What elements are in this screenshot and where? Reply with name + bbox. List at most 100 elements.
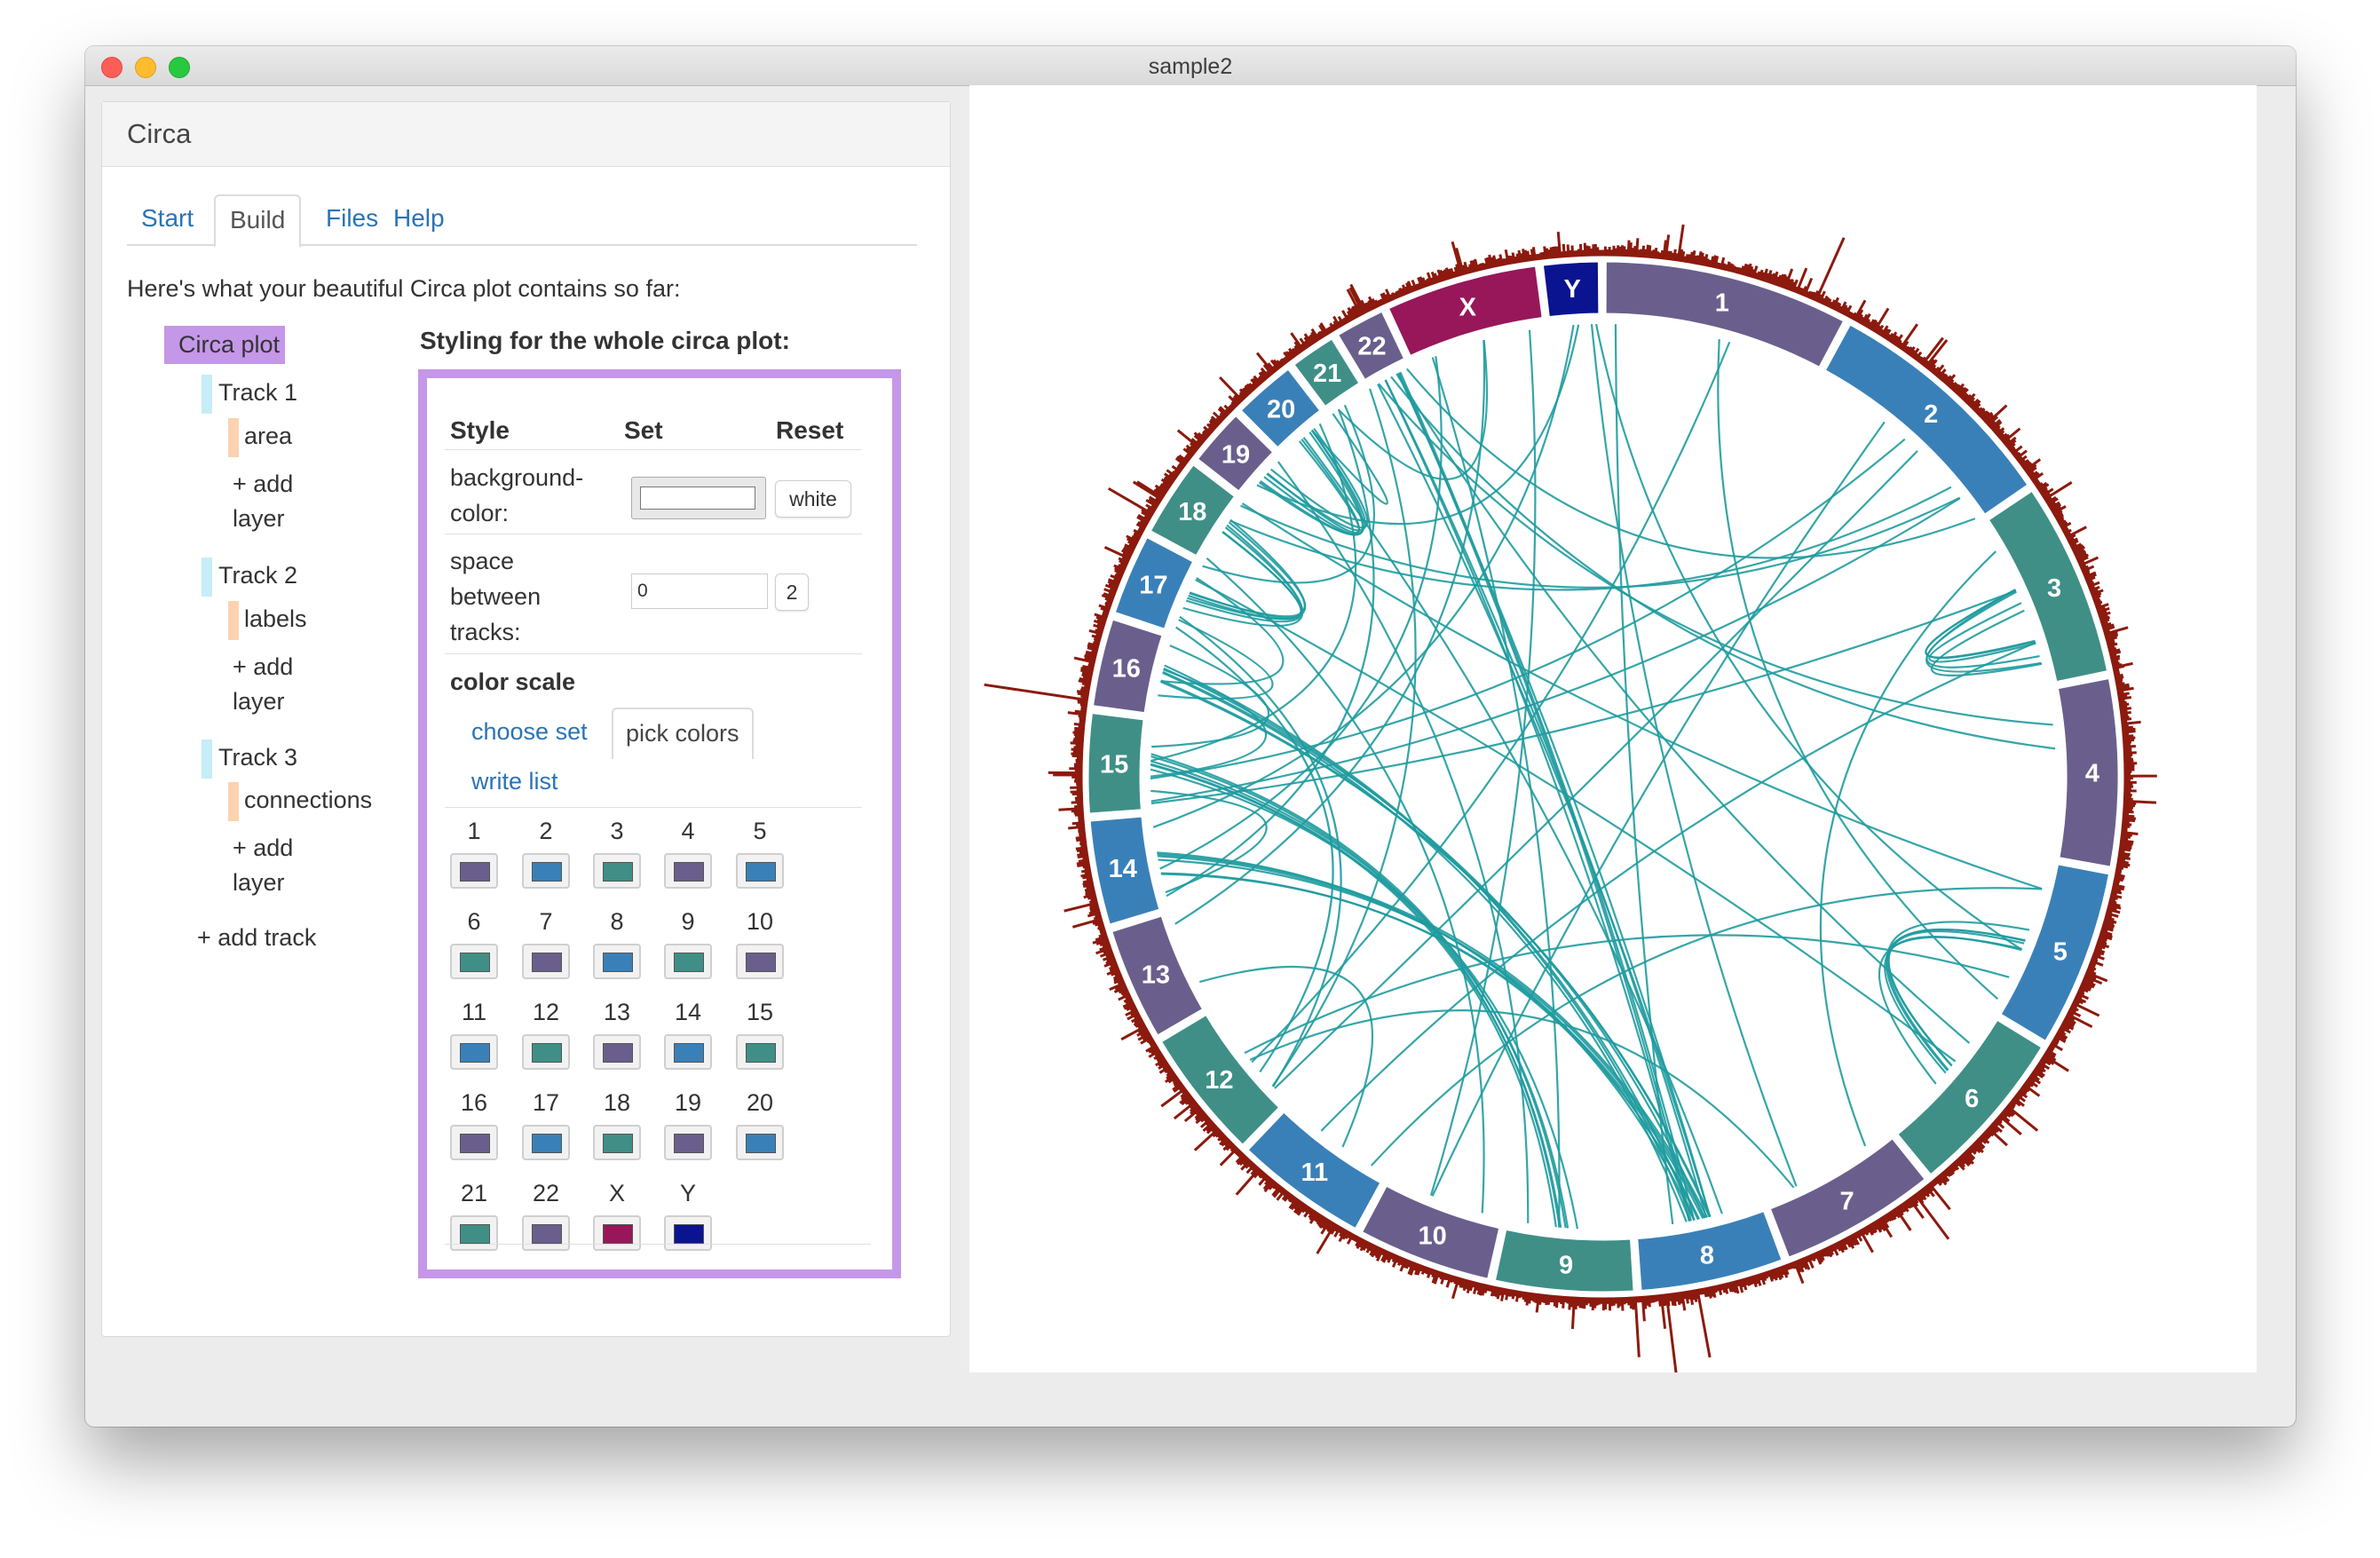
area-bar	[1806, 290, 1810, 296]
area-bar	[2119, 685, 2131, 691]
area-bar	[1185, 447, 1193, 454]
add-layer-2-line1[interactable]: + add	[233, 653, 294, 680]
chromosome-segment-19	[1195, 413, 1276, 494]
space-between-tracks-input[interactable]: 0	[631, 573, 768, 609]
area-bar	[1490, 257, 1495, 265]
area-bar	[1728, 263, 1733, 269]
connection-link	[1925, 589, 2036, 660]
area-bar	[1431, 1271, 1435, 1278]
area-bar	[1219, 412, 1225, 417]
area-bar	[1113, 564, 1123, 571]
area-bar	[1125, 1000, 1131, 1005]
color-swatch-X[interactable]	[593, 1215, 641, 1251]
color-swatch-8[interactable]	[593, 944, 641, 979]
color-swatch-14[interactable]	[664, 1034, 712, 1070]
tree-track-1[interactable]: Track 1	[218, 379, 298, 406]
add-layer-2-line2[interactable]: layer	[233, 688, 285, 715]
area-bar	[1867, 320, 1872, 326]
tree-layer-labels[interactable]: labels	[244, 605, 307, 632]
area-bar	[1495, 258, 1499, 265]
tree-track-2[interactable]: Track 2	[218, 562, 298, 589]
color-swatch-2[interactable]	[522, 853, 570, 889]
add-layer-1-line1[interactable]: + add	[233, 471, 294, 497]
area-bar	[1145, 503, 1154, 510]
area-bar	[1479, 1285, 1484, 1296]
color-swatch-19[interactable]	[664, 1125, 712, 1160]
color-swatch-20[interactable]	[736, 1125, 784, 1160]
area-bar	[1076, 690, 1087, 694]
color-swatch-9[interactable]	[664, 944, 712, 979]
color-swatch-10[interactable]	[736, 944, 784, 979]
area-bar	[1993, 421, 2003, 430]
color-swatch-18[interactable]	[593, 1125, 641, 1160]
add-layer-1-line2[interactable]: layer	[233, 505, 285, 532]
color-swatch-6[interactable]	[450, 944, 498, 979]
area-bar	[2103, 618, 2110, 623]
maximize-window-button[interactable]	[169, 57, 190, 78]
subtab-pick-colors[interactable]: pick colors	[612, 708, 754, 759]
color-swatch-5[interactable]	[736, 853, 784, 889]
area-bar	[1643, 1299, 1648, 1309]
tab-help[interactable]: Help	[393, 204, 445, 232]
reset-background-button[interactable]: white	[775, 480, 851, 518]
color-swatch-13[interactable]	[593, 1034, 641, 1070]
color-swatch-15[interactable]	[736, 1034, 784, 1070]
swatch-label: 20	[746, 1089, 774, 1116]
chromosome-label: 2	[1924, 400, 1938, 429]
background-color-picker[interactable]	[631, 477, 766, 519]
area-bar	[1937, 370, 1942, 376]
chromosome-label: 1	[1715, 289, 1729, 317]
color-swatch-1[interactable]	[450, 853, 498, 889]
color-swatch-22[interactable]	[522, 1215, 570, 1251]
tab-build[interactable]: Build	[214, 194, 302, 248]
tree-layer-area[interactable]: area	[244, 423, 293, 449]
tree-layer-connections[interactable]: connections	[244, 787, 373, 813]
area-bar	[1699, 1291, 1704, 1295]
color-swatch-21[interactable]	[450, 1215, 498, 1251]
subtab-choose-set[interactable]: choose set	[471, 718, 588, 745]
color-swatch-12[interactable]	[522, 1034, 570, 1070]
add-track-button[interactable]: + add track	[197, 924, 317, 951]
color-swatch-4[interactable]	[664, 853, 712, 889]
area-bar	[1385, 289, 1392, 299]
area-bar	[1929, 359, 1938, 369]
subtab-write-list[interactable]: write list	[471, 768, 558, 795]
area-bar	[1479, 263, 1483, 268]
area-bar	[1742, 1280, 1748, 1291]
area-bar	[1685, 254, 1689, 260]
reset-space-button[interactable]: 2	[775, 573, 809, 611]
area-bar	[1990, 1127, 1997, 1135]
area-bar	[1811, 1256, 1816, 1262]
area-bar	[1682, 1293, 1687, 1300]
area-bar	[1949, 1168, 1956, 1175]
area-bar	[1228, 395, 1237, 405]
area-bar	[1160, 478, 1170, 486]
color-swatch-Y[interactable]	[664, 1215, 712, 1251]
add-layer-3-line1[interactable]: + add	[233, 834, 294, 861]
tab-start[interactable]: Start	[141, 204, 194, 232]
chromosome-label: 19	[1222, 440, 1250, 469]
tab-files[interactable]: Files	[326, 204, 379, 232]
color-swatch-16[interactable]	[450, 1125, 498, 1160]
area-bar	[2076, 550, 2087, 557]
color-swatch-17[interactable]	[522, 1125, 570, 1160]
close-window-button[interactable]	[101, 57, 123, 78]
area-bar	[1543, 1297, 1546, 1303]
area-bar	[1108, 582, 1116, 589]
area-bar	[1304, 1207, 1309, 1214]
chromosome-label: 4	[2085, 759, 2099, 787]
tree-track-3[interactable]: Track 3	[218, 744, 298, 771]
add-layer-3-line2[interactable]: layer	[233, 869, 285, 896]
color-swatch-3[interactable]	[593, 853, 641, 889]
area-bar	[1679, 1294, 1683, 1304]
color-swatch-11[interactable]	[450, 1034, 498, 1070]
connection-link	[1182, 524, 1304, 628]
area-bar	[1942, 1174, 1950, 1182]
color-swatch-7[interactable]	[522, 944, 570, 979]
tree-circa-plot[interactable]: Circa plot	[164, 326, 286, 364]
area-bar	[1221, 1140, 1228, 1147]
chromosome-label: 3	[2047, 574, 2061, 603]
area-bar	[2121, 851, 2131, 857]
area-bar	[2028, 1081, 2035, 1087]
minimize-window-button[interactable]	[135, 57, 156, 78]
